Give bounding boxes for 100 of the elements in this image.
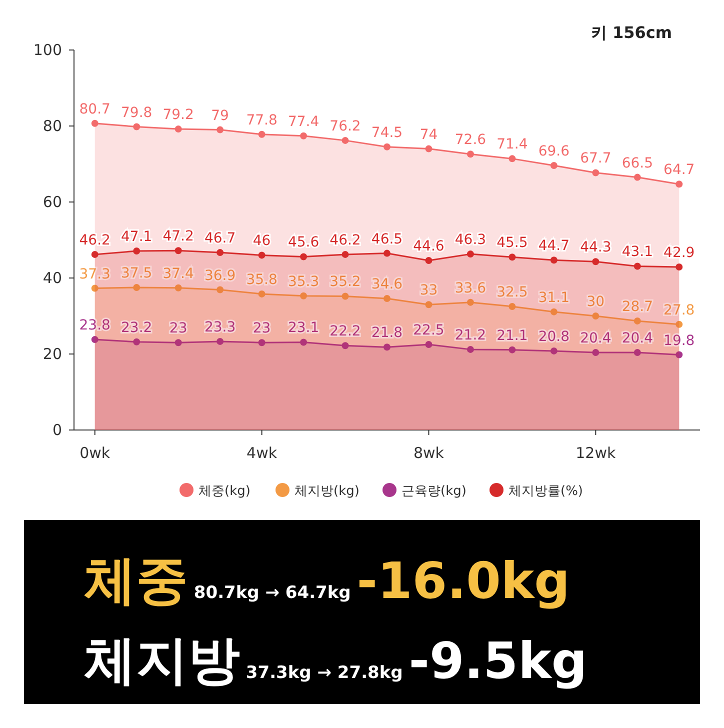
point xyxy=(384,295,390,302)
y-tick-label: 100 xyxy=(33,41,62,59)
point xyxy=(133,248,140,255)
point xyxy=(634,317,641,324)
point xyxy=(216,249,224,256)
legend-label: 체중(kg) xyxy=(198,484,250,499)
legend-label: 체지방(kg) xyxy=(294,484,360,499)
point xyxy=(258,130,266,138)
point xyxy=(133,284,140,291)
point xyxy=(425,145,432,152)
point xyxy=(592,348,600,356)
data-label: 46.2 xyxy=(330,232,361,248)
data-label: 37.4 xyxy=(162,266,194,282)
point xyxy=(425,341,432,348)
point xyxy=(384,344,390,351)
data-label: 33.6 xyxy=(454,280,486,296)
data-label: 79.8 xyxy=(121,104,152,121)
data-label: 21.2 xyxy=(454,327,486,344)
point xyxy=(300,292,308,300)
point xyxy=(634,348,641,356)
point xyxy=(174,247,182,254)
data-label: 46.2 xyxy=(79,232,110,248)
text: 체중 xyxy=(84,551,188,611)
data-label: 22.2 xyxy=(330,324,361,340)
data-label: 27.8 xyxy=(664,302,695,318)
point xyxy=(508,254,516,261)
point xyxy=(466,298,474,306)
point xyxy=(342,292,349,300)
data-label: 20.4 xyxy=(580,330,612,346)
data-label: 42.9 xyxy=(664,244,695,261)
data-label: 23.3 xyxy=(204,319,236,336)
point xyxy=(676,180,683,188)
data-label: 74 xyxy=(420,126,438,143)
data-label: 79 xyxy=(211,108,229,124)
point xyxy=(300,338,308,346)
data-label: 64.7 xyxy=(664,162,695,178)
point xyxy=(216,286,224,294)
data-label: 21.1 xyxy=(496,328,528,344)
data-label: 80.7 xyxy=(79,101,110,118)
y-tick-label: 20 xyxy=(42,345,62,363)
point xyxy=(91,120,98,127)
data-label: 45.5 xyxy=(496,235,528,252)
text: 80.7kg → 64.7kg xyxy=(188,583,357,603)
point xyxy=(258,290,266,298)
data-label: 46.3 xyxy=(454,232,486,248)
data-label: 35.3 xyxy=(288,274,320,290)
point xyxy=(676,320,683,328)
data-label: 44.6 xyxy=(413,238,444,255)
point xyxy=(634,174,641,181)
x-tick-label: 4wk xyxy=(246,444,278,462)
point xyxy=(508,346,516,354)
data-label: 76.2 xyxy=(330,118,361,134)
point xyxy=(258,252,266,259)
point xyxy=(174,126,182,133)
data-label: 67.7 xyxy=(580,150,612,167)
data-label: 44.7 xyxy=(538,238,570,254)
data-label: 23 xyxy=(252,320,271,337)
text: -16.0kg xyxy=(356,552,570,610)
point xyxy=(91,336,98,344)
point xyxy=(258,339,266,346)
data-label: 47.1 xyxy=(121,229,152,246)
y-tick-label: 40 xyxy=(42,269,62,287)
y-tick-label: 60 xyxy=(42,193,62,211)
data-label: 74.5 xyxy=(371,124,403,141)
point xyxy=(550,347,558,354)
data-label: 34.6 xyxy=(371,276,403,293)
data-label: 45.6 xyxy=(288,234,320,251)
point xyxy=(300,253,308,260)
data-label: 23.2 xyxy=(121,320,152,336)
data-label: 30 xyxy=(586,294,605,310)
point xyxy=(550,162,558,170)
data-label: 77.4 xyxy=(288,114,320,130)
data-label: 33 xyxy=(420,282,438,299)
data-label: 23 xyxy=(169,320,188,337)
data-label: 69.6 xyxy=(538,144,570,160)
point xyxy=(384,143,390,150)
point xyxy=(216,126,224,134)
data-label: 19.8 xyxy=(664,332,695,349)
data-label: 23.1 xyxy=(288,320,320,336)
point xyxy=(425,301,432,308)
data-label: 37.3 xyxy=(79,266,110,282)
point xyxy=(676,263,683,270)
data-label: 36.9 xyxy=(204,268,236,284)
data-label: 32.5 xyxy=(496,284,528,300)
data-label: 66.5 xyxy=(622,155,653,172)
data-label: 31.1 xyxy=(538,290,570,306)
legend-label: 체지방률(%) xyxy=(508,484,583,499)
data-label: 43.1 xyxy=(622,244,653,260)
point xyxy=(91,250,98,258)
point xyxy=(342,136,349,144)
point xyxy=(550,308,558,316)
data-label: 79.2 xyxy=(162,107,194,124)
x-tick-label: 0wk xyxy=(80,444,110,462)
point xyxy=(466,150,474,158)
point xyxy=(508,155,516,162)
legend-label: 근육량(kg) xyxy=(402,484,466,499)
data-label: 72.6 xyxy=(454,132,486,148)
y-tick-label: 0 xyxy=(52,421,62,439)
text: 체지방 xyxy=(84,631,240,691)
data-label: 46.5 xyxy=(371,231,403,248)
